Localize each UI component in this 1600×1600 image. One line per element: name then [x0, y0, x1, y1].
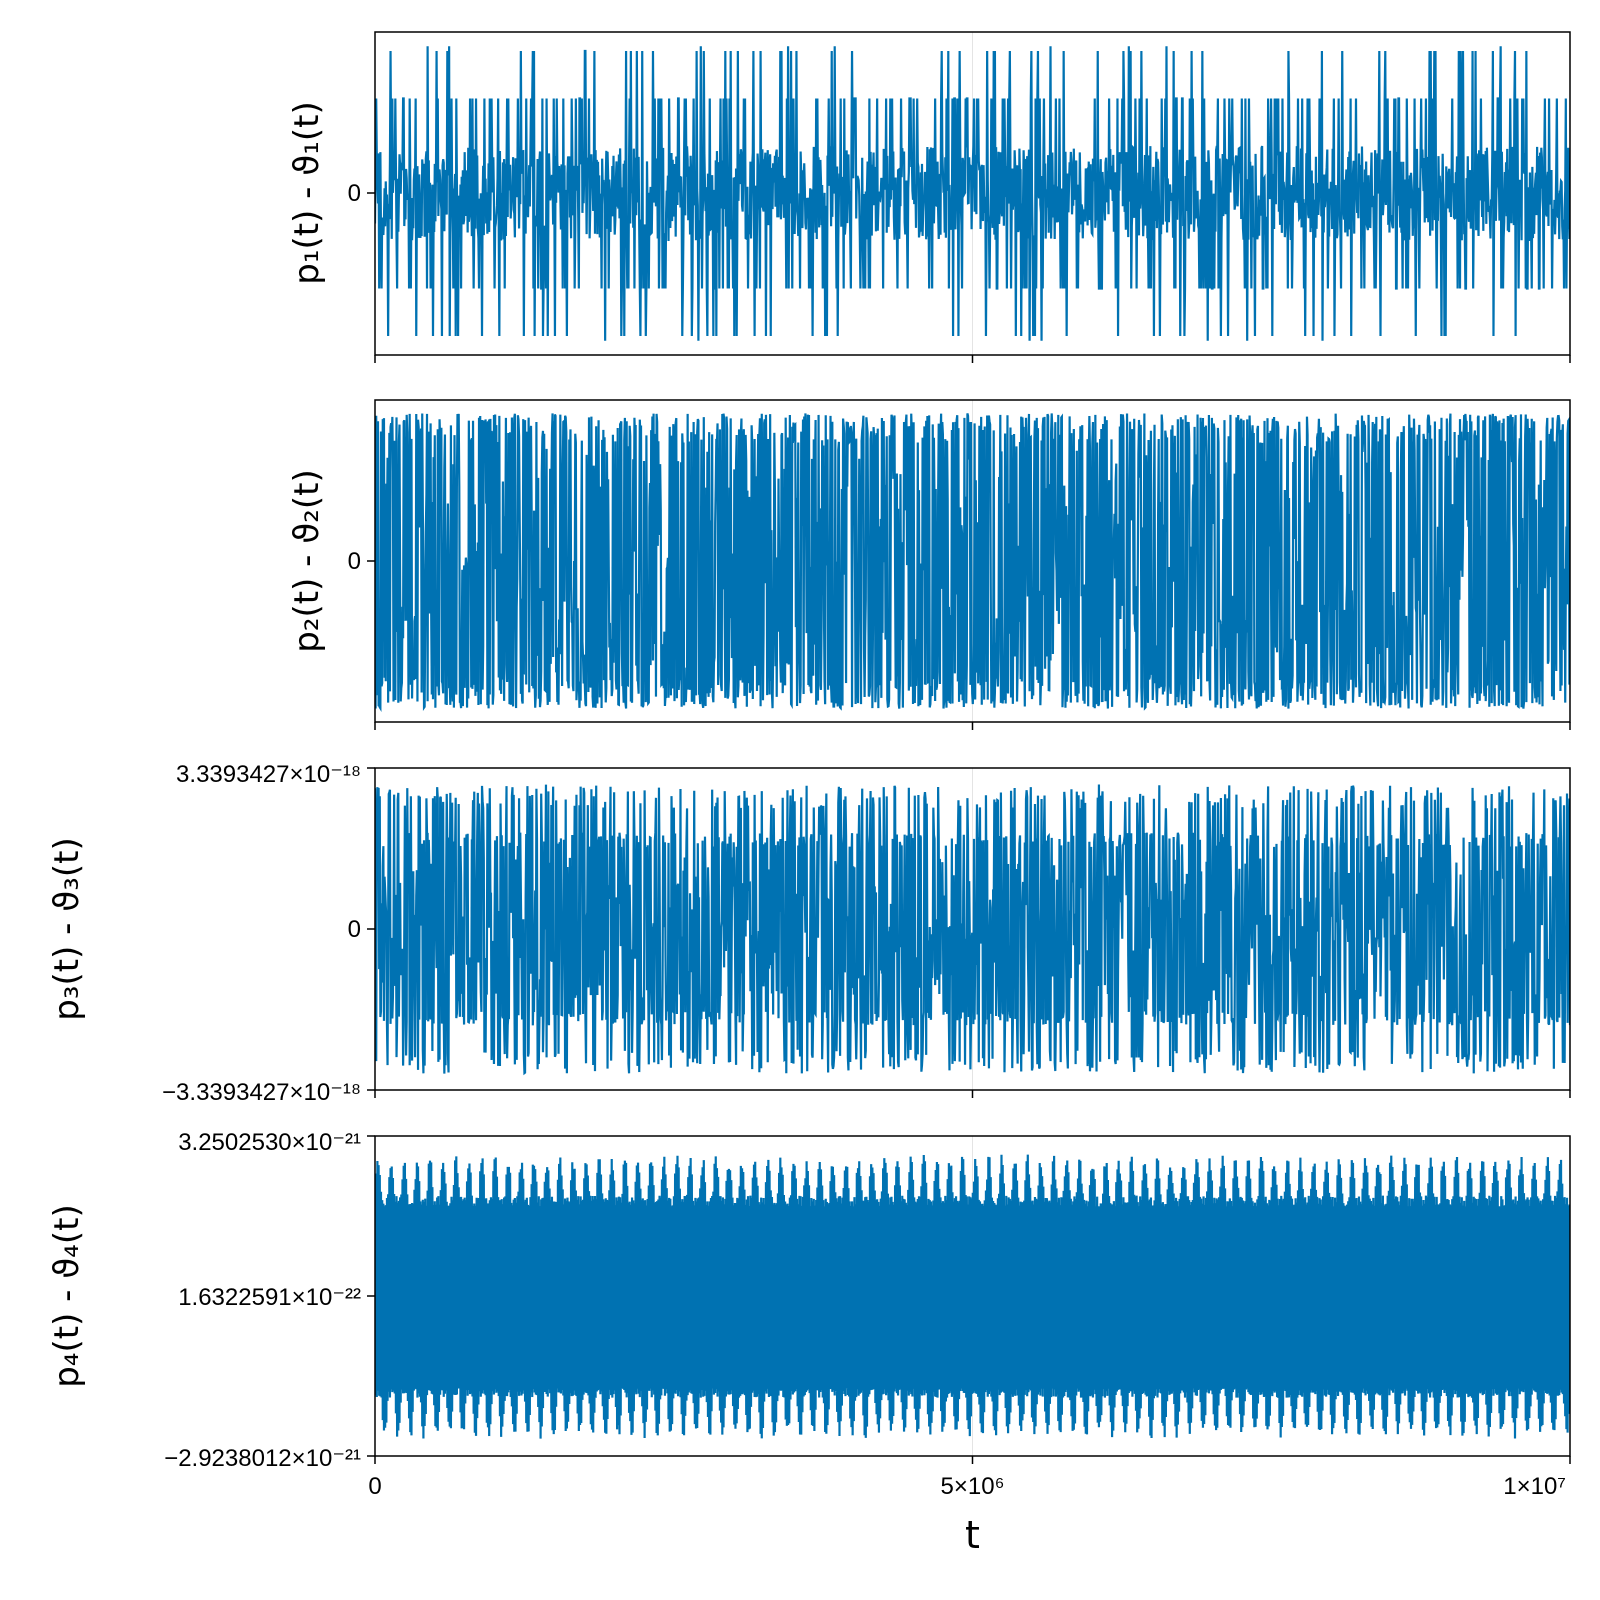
panel-1-ylabel: p₁(t) - ϑ₁(t): [287, 101, 327, 285]
panel-1-series-path: [375, 46, 1570, 341]
panel-2-series-path: [375, 413, 1570, 712]
panel-4-ytick-label-mid: 1.6322591×10⁻²²: [178, 1284, 361, 1311]
panel-4-xtick-label-5e6: 5×10⁶: [941, 1473, 1005, 1500]
panel-3: 3.3393427×10⁻¹⁸ 0 −3.3393427×10⁻¹⁸ p₃(t)…: [47, 761, 1571, 1106]
x-axis-label: t: [965, 1513, 980, 1557]
panel-3-ylabel: p₃(t) - ϑ₃(t): [47, 837, 87, 1021]
panel-3-ytick-label-top: 3.3393427×10⁻¹⁸: [176, 761, 361, 788]
panel-4-xtick-label-1e7: 1×10⁷: [1503, 1473, 1566, 1500]
panel-4-series-path: [375, 1154, 1570, 1439]
panel-3-ytick-label-bottom: −3.3393427×10⁻¹⁸: [162, 1079, 361, 1106]
panel-1-ytick-label: 0: [348, 180, 361, 207]
panel-4: 3.2502530×10⁻²¹ 1.6322591×10⁻²² −2.92380…: [47, 1129, 1571, 1557]
panel-4-ytick-label-bottom: −2.9238012×10⁻²¹: [164, 1445, 361, 1472]
panel-4-xtick-label-0: 0: [368, 1473, 381, 1500]
panel-2: 0 p₂(t) - ϑ₂(t): [287, 399, 1571, 730]
panel-2-ytick-label: 0: [348, 548, 361, 575]
panel-3-series-line: [375, 784, 1570, 1076]
panel-2-series-line: [375, 413, 1570, 712]
panel-1: 0 p₁(t) - ϑ₁(t): [287, 31, 1571, 363]
panel-2-ylabel: p₂(t) - ϑ₂(t): [287, 469, 327, 653]
panel-4-ylabel: p₄(t) - ϑ₄(t): [47, 1204, 87, 1388]
panel-1-series-line: [375, 46, 1570, 341]
panel-3-series-path: [375, 784, 1570, 1076]
panel-3-ytick-label-zero: 0: [348, 916, 361, 943]
panel-4-series-line: [375, 1154, 1570, 1439]
panel-4-ytick-label-top: 3.2502530×10⁻²¹: [178, 1129, 361, 1156]
